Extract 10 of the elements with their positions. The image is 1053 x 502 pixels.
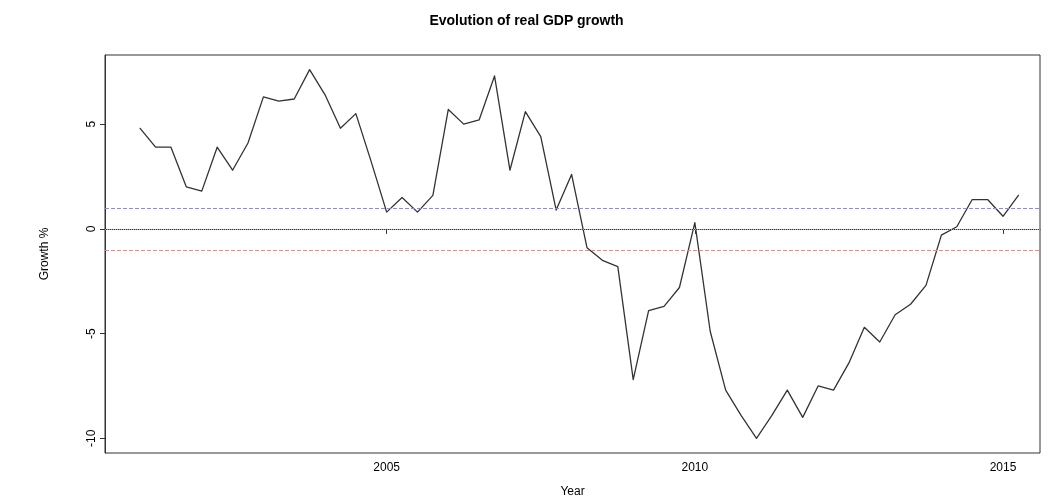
x-tick-label: 2010 [681,460,709,474]
x-tick-label: 2005 [373,460,401,474]
y-tick-label: -10 [84,429,98,448]
chart-title: Evolution of real GDP growth [429,12,624,28]
y-axis-title: Growth % [37,227,51,281]
x-tick-label: 2015 [989,460,1017,474]
y-tick-label: -5 [84,327,98,339]
x-axis-title: Year [560,484,585,498]
y-tick-label: 5 [84,120,98,128]
y-tick-label: 0 [84,225,98,233]
